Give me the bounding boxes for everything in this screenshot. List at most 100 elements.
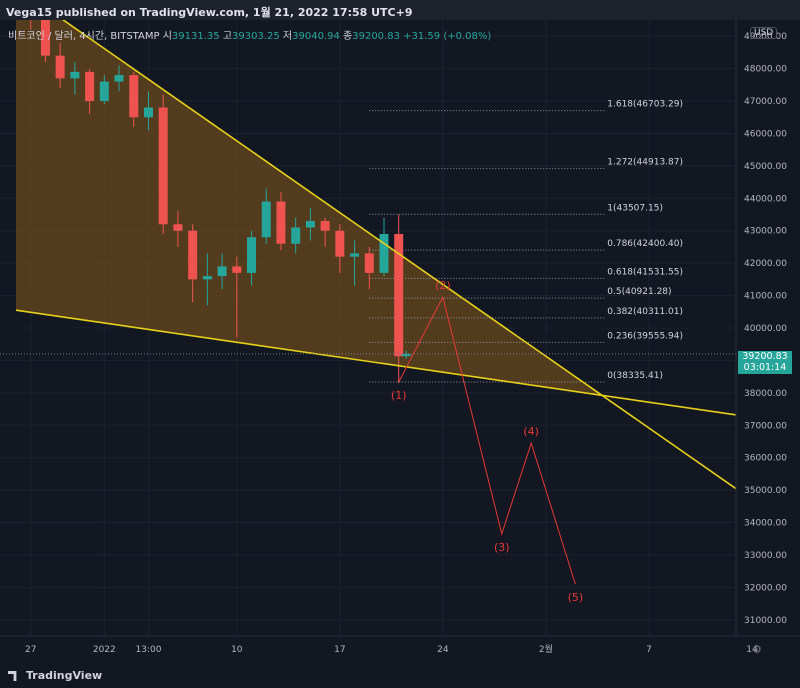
wave-label: (3) <box>494 541 510 554</box>
open-label: 시 <box>162 31 172 42</box>
open-value: 39131.35 <box>171 31 220 42</box>
candle-body <box>40 20 50 56</box>
candle-body <box>291 227 301 244</box>
candle-body <box>85 71 95 102</box>
wave-path <box>398 295 576 585</box>
candle-body <box>350 253 360 257</box>
y-tick-label: 42000.00 <box>744 259 787 269</box>
x-tick-label: 2022 <box>93 645 116 655</box>
candle-body <box>335 230 345 257</box>
wave-label: (2) <box>435 279 451 292</box>
x-tick-label: 24 <box>437 645 449 655</box>
fibonacci-levels: 1.618(46703.29) 1.272(44913.87) 1(43507.15… <box>369 100 683 383</box>
currency-badge[interactable]: USD <box>750 27 778 39</box>
y-tick-label: 33000.00 <box>744 551 787 561</box>
candle-body <box>232 266 242 273</box>
candle-body <box>173 224 183 231</box>
y-tick-label: 32000.00 <box>744 583 787 593</box>
y-tick-label: 37000.00 <box>744 421 787 431</box>
y-tick-label: 45000.00 <box>744 162 787 172</box>
footer: TradingView <box>0 664 800 688</box>
y-tick-label: 35000.00 <box>744 486 787 496</box>
trendline-upper <box>61 20 753 501</box>
y-tick-label: 36000.00 <box>744 454 787 464</box>
close-label: 종 <box>343 31 353 42</box>
candle-body <box>276 201 286 244</box>
high-label: 고 <box>222 31 233 42</box>
trendline-lower <box>15 309 753 418</box>
y-tick-label: 46000.00 <box>744 129 787 139</box>
y-tick-label: 41000.00 <box>744 292 787 302</box>
publisher-bar: Vega15 published on TradingView.com, 1월 … <box>0 0 800 20</box>
last-price-label: 39200.83 03:01:14 <box>738 351 792 374</box>
fib-label: 0.618(41531.55) <box>607 267 683 277</box>
close-value: 39200.83 <box>352 31 400 42</box>
candle-body <box>320 221 330 231</box>
x-tick-label: 13:00 <box>136 645 162 655</box>
trendlines <box>0 20 753 501</box>
y-tick-label: 49000.00 <box>744 32 787 42</box>
wave-label: (5) <box>568 591 584 604</box>
candle-body <box>364 253 374 273</box>
axes: 31000.00 32000.00 33000.00 34000.00 35000.00… <box>0 20 800 664</box>
x-tick-label: 17 <box>334 645 345 655</box>
fib-label: 0.382(40311.01) <box>607 307 683 317</box>
candle-body <box>305 221 315 228</box>
fib-label: 0.5(40921.28) <box>607 287 671 297</box>
y-tick-label: 47000.00 <box>744 97 787 107</box>
y-tick-label: 43000.00 <box>744 227 787 237</box>
gear-icon[interactable]: ⚙ <box>752 643 762 656</box>
price-chart[interactable]: 1.618(46703.29) 1.272(44913.87) 1(43507.15… <box>0 20 800 664</box>
x-tick-label: 27 <box>25 645 36 655</box>
bar-countdown: 03:01:14 <box>743 362 787 373</box>
x-tick-label: 7 <box>646 645 652 655</box>
candle-body <box>188 230 198 280</box>
fib-label: 0(38335.41) <box>607 371 663 381</box>
change-value: +31.59 (+0.08%) <box>403 31 492 42</box>
tradingview-logo-icon <box>8 671 17 681</box>
x-tick-label: 2월 <box>539 643 553 655</box>
high-value: 39303.25 <box>232 31 280 42</box>
candle-body <box>55 55 65 79</box>
y-tick-label: 31000.00 <box>744 616 787 626</box>
y-tick-label: 44000.00 <box>744 194 787 204</box>
candle-body <box>143 107 153 118</box>
candle-body <box>129 75 139 118</box>
tradingview-logo[interactable]: TradingView <box>8 669 102 682</box>
y-tick-label: 48000.00 <box>744 65 787 75</box>
candle-body <box>247 237 257 273</box>
symbol-name: 비트코인 / 달러, 4시간, BITSTAMP <box>8 31 160 42</box>
candle-body <box>217 266 227 277</box>
time-axis-bg <box>0 636 800 664</box>
candle-body <box>261 201 271 238</box>
candles <box>30 20 411 384</box>
fib-label: 1.618(46703.29) <box>607 100 683 110</box>
candle-body <box>158 107 168 225</box>
x-tick-label: 14 <box>746 645 758 655</box>
last-price-value: 39200.83 <box>742 351 788 362</box>
price-axis-bg <box>736 20 800 636</box>
candle-body <box>114 75 124 82</box>
y-tick-label: 40000.00 <box>744 324 787 334</box>
wave-projection: (1) (2) (3) (4) (5) <box>391 279 583 604</box>
fib-label: 0.236(39555.94) <box>607 331 683 341</box>
candle-body <box>202 276 212 280</box>
symbol-legend[interactable]: 비트코인 / 달러, 4시간, BITSTAMP 시39131.35 고3930… <box>8 27 491 42</box>
candle-body <box>70 71 80 79</box>
candle-body <box>99 81 109 102</box>
publisher-text: Vega15 published on TradingView.com, 1월 … <box>6 6 413 19</box>
fib-label: 0.786(42400.40) <box>607 239 683 249</box>
fib-label: 1(43507.15) <box>607 203 663 213</box>
low-label: 저 <box>282 31 293 42</box>
low-value: 39040.94 <box>292 31 340 42</box>
x-tick-label: 10 <box>231 645 243 655</box>
candle-body <box>401 353 411 357</box>
y-tick-label: 38000.00 <box>744 389 787 399</box>
wave-label: (4) <box>523 425 539 438</box>
brand-name: TradingView <box>26 669 103 682</box>
y-tick-label: 34000.00 <box>744 519 787 529</box>
fib-label: 1.272(44913.87) <box>607 158 683 168</box>
wave-label: (1) <box>391 389 407 402</box>
candle-body <box>379 233 389 273</box>
candle-body <box>394 233 404 357</box>
